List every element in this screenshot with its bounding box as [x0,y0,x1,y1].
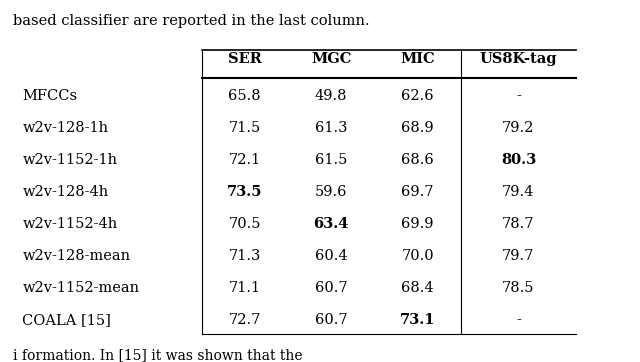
Text: w2v-1152-4h: w2v-1152-4h [22,217,118,231]
Text: w2v-128-1h: w2v-128-1h [22,121,109,135]
Text: 71.5: 71.5 [228,121,261,135]
Text: 79.2: 79.2 [502,121,534,135]
Text: 69.7: 69.7 [401,185,434,199]
Text: 79.7: 79.7 [502,249,534,263]
Text: 61.5: 61.5 [315,153,348,167]
Text: 78.5: 78.5 [502,281,534,295]
Text: MFCCs: MFCCs [22,89,77,103]
Text: w2v-1152-1h: w2v-1152-1h [22,153,118,167]
Text: MIC: MIC [400,52,435,66]
Text: -: - [516,89,521,103]
Text: w2v-128-mean: w2v-128-mean [22,249,131,263]
Text: US8K-tag: US8K-tag [479,52,557,66]
Text: 49.8: 49.8 [315,89,348,103]
Text: 63.4: 63.4 [314,217,349,231]
Text: 65.8: 65.8 [228,89,261,103]
Text: based classifier are reported in the last column.: based classifier are reported in the las… [13,14,369,28]
Text: 61.3: 61.3 [315,121,348,135]
Text: 69.9: 69.9 [401,217,434,231]
Text: 62.6: 62.6 [401,89,434,103]
Text: 59.6: 59.6 [315,185,348,199]
Text: 60.7: 60.7 [315,281,348,295]
Text: w2v-1152-mean: w2v-1152-mean [22,281,140,295]
Text: 60.4: 60.4 [315,249,348,263]
Text: -: - [516,313,521,327]
Text: 80.3: 80.3 [500,153,536,167]
Text: 70.0: 70.0 [401,249,434,263]
Text: MGC: MGC [311,52,351,66]
Text: 71.1: 71.1 [228,281,261,295]
Text: 60.7: 60.7 [315,313,348,327]
Text: 72.7: 72.7 [228,313,261,327]
Text: 68.6: 68.6 [401,153,434,167]
Text: SER: SER [228,52,262,66]
Text: 71.3: 71.3 [228,249,261,263]
Text: i formation. In [15] it was shown that the: i formation. In [15] it was shown that t… [13,348,303,362]
Text: 70.5: 70.5 [228,217,261,231]
Text: 78.7: 78.7 [502,217,534,231]
Text: 73.1: 73.1 [400,313,435,327]
Text: 73.5: 73.5 [227,185,262,199]
Text: w2v-128-4h: w2v-128-4h [22,185,109,199]
Text: 68.9: 68.9 [401,121,434,135]
Text: 72.1: 72.1 [228,153,261,167]
Text: 68.4: 68.4 [401,281,434,295]
Text: 79.4: 79.4 [502,185,534,199]
Text: COALA [15]: COALA [15] [22,313,111,327]
